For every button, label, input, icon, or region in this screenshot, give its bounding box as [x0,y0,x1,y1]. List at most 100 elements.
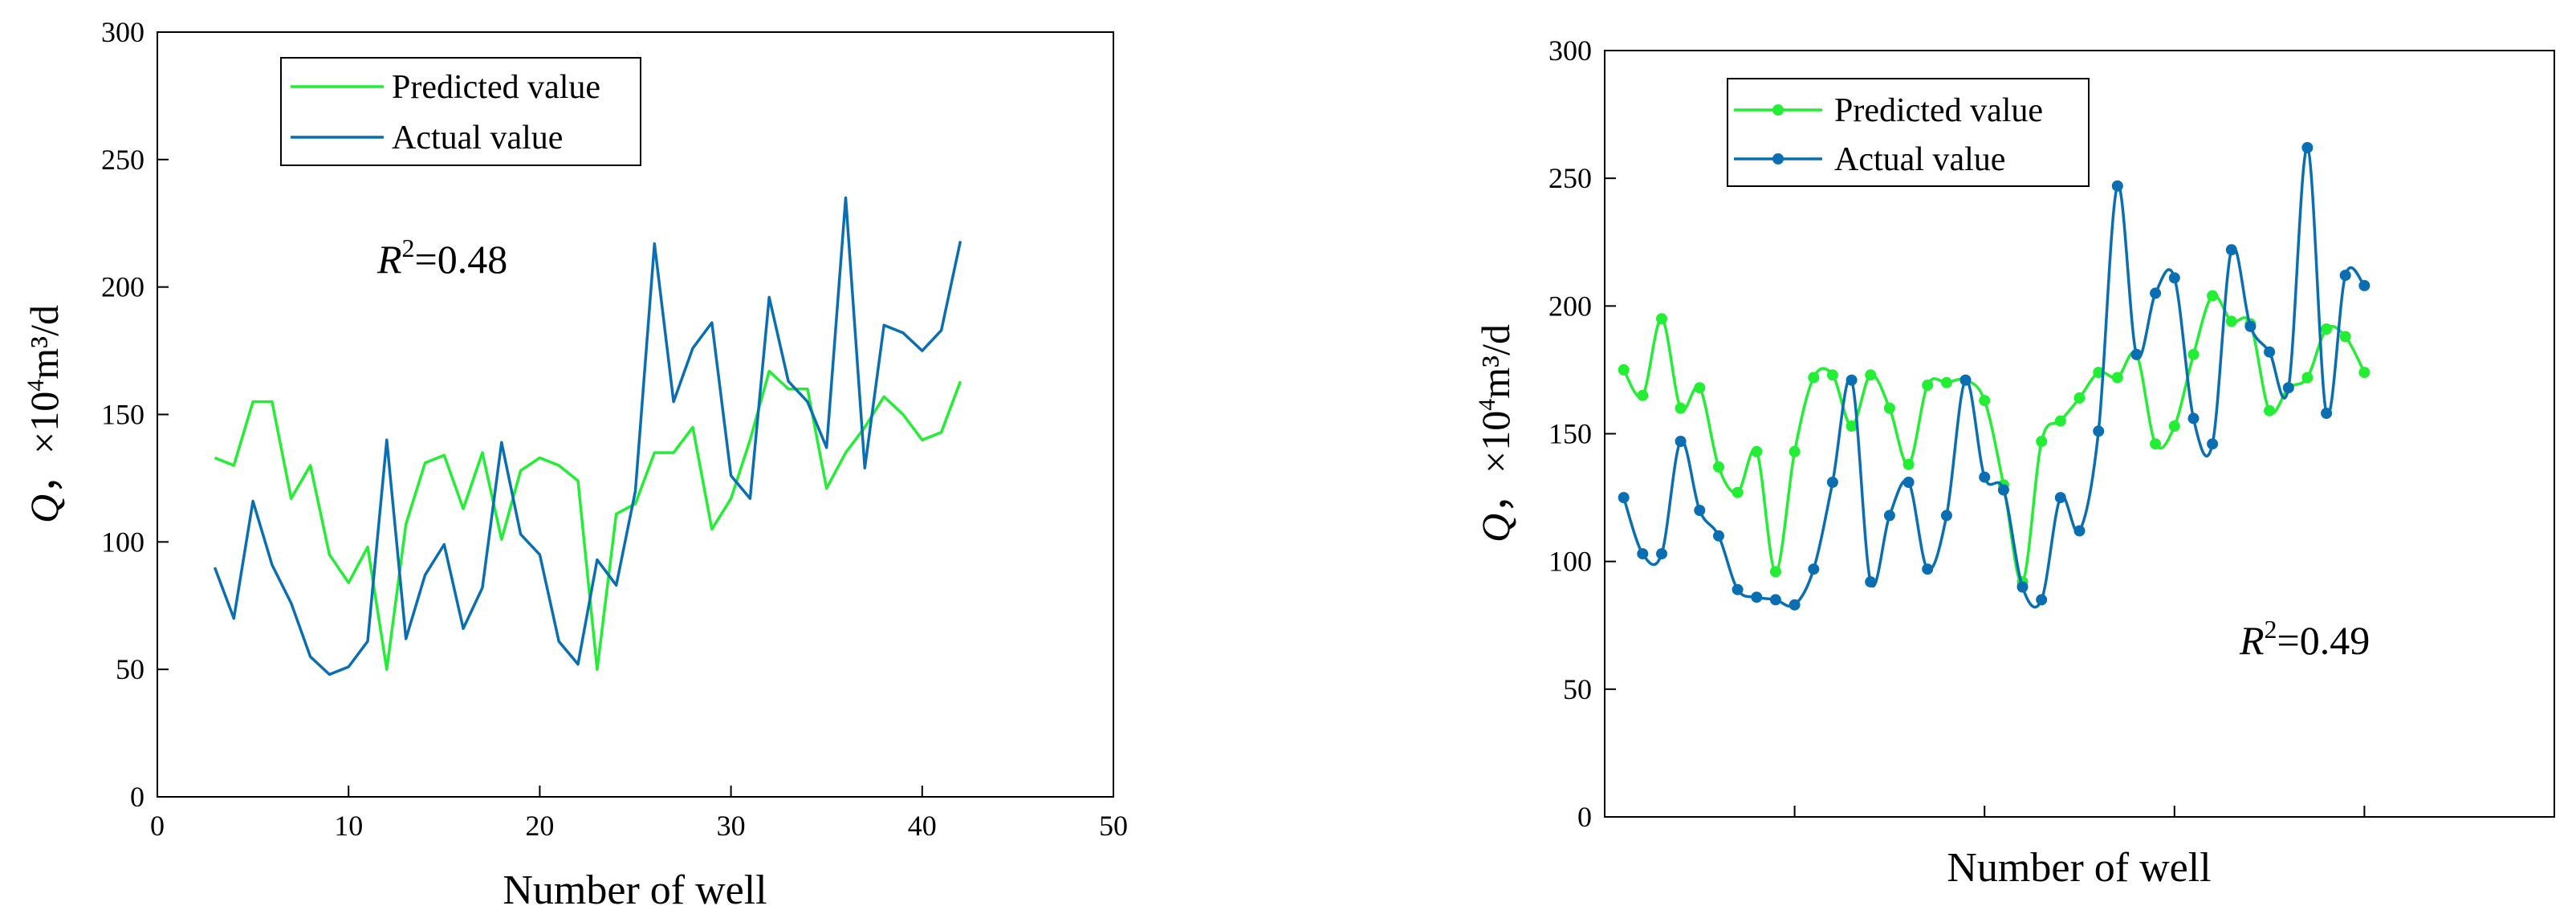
data-point-predicted [1751,445,1763,457]
series-line-actual [213,196,962,676]
data-point-actual [1656,548,1667,560]
r-squared-annotation: R2=0.48 [376,234,507,282]
y-tick-label: 250 [101,144,144,176]
data-point-predicted [1789,445,1801,457]
data-point-predicted [2150,438,2162,450]
data-point-actual [2282,382,2294,394]
legend-label-actual: Actual value [392,120,563,156]
data-point-actual [1637,548,1649,560]
x-tick-label: 50 [1099,810,1128,842]
data-point-actual [1769,594,1781,606]
data-point-actual [1997,484,2009,496]
data-point-actual [2093,425,2105,437]
data-point-predicted [1826,369,1838,381]
data-point-actual [2301,142,2314,153]
data-point-actual [1922,563,1934,575]
series-lines [1618,142,2370,611]
legend-marker-actual [1772,153,1784,165]
data-point-predicted [2073,392,2086,404]
y-tick-label: 50 [1563,673,1592,705]
y-tick-label: 100 [1548,546,1592,578]
data-point-predicted [2054,415,2066,427]
data-point-predicted [2093,367,2105,379]
y-axis-title: Q，×104m³/d [22,305,67,523]
series-line-predicted [214,369,962,671]
x-tick-label: 20 [525,810,554,842]
y-tick-label: 150 [101,399,144,431]
data-point-actual [2168,272,2180,284]
data-point-actual [1675,436,1687,447]
data-point-actual [1808,563,1820,575]
data-point-predicted [1618,364,1630,376]
x-tick-label: 40 [908,810,937,842]
y-axis-ticks: 0 50 100 150 200 250 300 [1548,35,1616,833]
legend-label-predicted: Predicted value [1834,92,2043,129]
y-tick-label: 200 [1548,290,1592,322]
x-axis-ticks [1793,806,2366,817]
data-point-actual [2111,180,2123,192]
data-point-actual [2073,525,2086,537]
data-point-predicted [1675,402,1687,414]
data-point-predicted [1713,461,1724,473]
data-point-actual [2244,320,2257,332]
y-tick-label: 200 [101,271,144,303]
y-tick-label: 300 [1548,35,1592,67]
right-chart: 0 50 100 150 200 250 300 Predicted value Actua… [1473,35,2555,891]
data-point-predicted [1656,313,1667,325]
data-point-actual [2358,279,2370,291]
y-tick-label: 0 [1577,801,1592,833]
data-point-predicted [2187,348,2200,360]
data-point-predicted [1808,372,1820,384]
data-point-predicted [1637,389,1649,401]
y-tick-label: 50 [116,653,144,685]
left-chart: 0 10 20 30 40 50 0 50 100 150 200 250 300 Predicted… [22,16,1128,913]
x-axis-title: Number of well [1947,845,2211,891]
data-point-actual [1846,374,1858,386]
legend-label-actual: Actual value [1834,141,2005,178]
legend-box [1727,78,2090,187]
y-axis-ticks: 0 50 100 150 200 250 300 [101,16,169,813]
data-point-predicted [2036,436,2048,447]
y-tick-label: 150 [1548,418,1592,450]
data-point-predicted [2111,372,2123,384]
y-tick-label: 300 [101,16,144,48]
data-point-predicted [1865,369,1877,381]
x-tick-label: 0 [150,810,165,842]
data-point-actual [1789,599,1801,611]
data-point-actual [1826,477,1838,488]
data-point-actual [1618,492,1630,504]
data-point-actual [2130,348,2143,360]
data-point-predicted [1883,402,1895,414]
data-point-actual [1751,591,1763,603]
data-point-actual [1713,530,1724,542]
x-tick-label: 10 [334,810,363,842]
data-point-predicted [1979,395,1991,407]
data-point-actual [1902,477,1915,488]
y-tick-label: 250 [1548,162,1592,194]
data-point-predicted [1769,566,1781,578]
x-axis-ticks: 0 10 20 30 40 50 [150,786,1128,842]
x-axis-title: Number of well [503,867,767,913]
data-point-actual [1979,471,1991,483]
data-point-actual [2054,492,2066,504]
data-point-predicted [1732,486,1744,498]
data-point-predicted [2301,372,2314,384]
legend-box [280,57,641,166]
data-point-actual [2225,244,2237,256]
data-point-actual [2321,408,2333,419]
y-tick-label: 100 [101,526,144,558]
data-point-actual [2264,346,2276,358]
data-point-actual [2036,594,2048,606]
data-point-predicted [2168,420,2180,432]
data-point-predicted [2264,404,2276,416]
y-tick-label: 0 [130,781,144,813]
data-point-predicted [2321,323,2333,335]
data-point-predicted [1902,458,1915,470]
data-point-actual [1865,576,1877,588]
data-point-predicted [2207,290,2219,302]
data-point-actual [1883,510,1895,522]
legend-label-predicted: Predicted value [392,69,600,106]
legend-marker-predicted [1772,104,1784,116]
data-point-predicted [2225,315,2237,327]
